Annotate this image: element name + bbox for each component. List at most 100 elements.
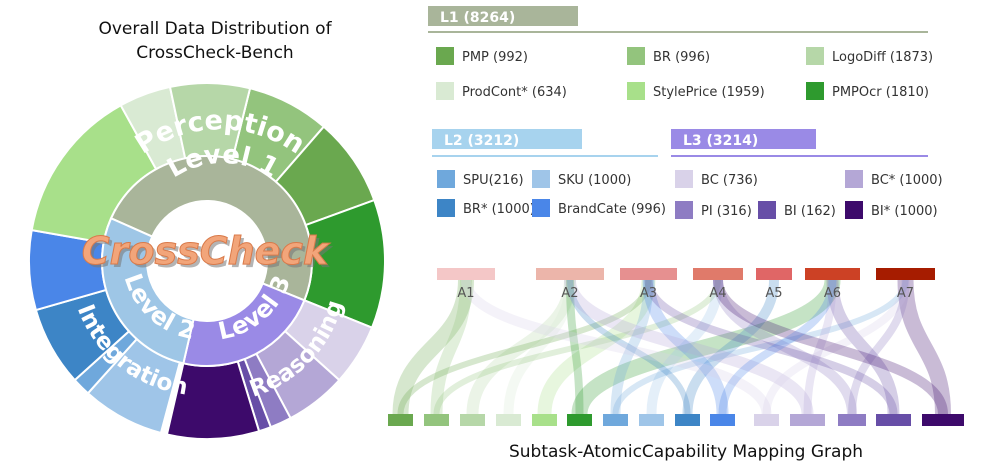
capability-node	[693, 268, 743, 280]
figure-title-line2: CrossCheck-Bench	[136, 43, 293, 63]
legend-swatch	[675, 170, 693, 188]
mapping-flow	[392, 279, 474, 415]
capability-label: A2	[561, 286, 578, 301]
legend-swatch	[845, 170, 863, 188]
subtask-node	[838, 414, 866, 426]
segment-level1	[109, 155, 313, 302]
legend-swatch	[437, 170, 455, 188]
figure-title-line1: Overall Data Distribution of	[98, 19, 332, 39]
mapping-flow	[571, 278, 841, 416]
mapping-flow	[713, 279, 857, 415]
capability-node	[805, 268, 860, 280]
subtask-node	[567, 414, 592, 426]
capability-node	[756, 268, 792, 280]
capability-node	[536, 268, 604, 280]
mapping-flow	[537, 279, 656, 415]
sunburst-outer-ring	[28, 82, 386, 440]
subtask-node	[675, 414, 700, 426]
legend-header-l2: L2 (3212)	[444, 133, 519, 149]
mapping-flow	[762, 279, 910, 415]
subtask-node	[754, 414, 779, 426]
subtask-node	[710, 414, 735, 426]
legend-group-l3: L3 (3214)	[671, 129, 928, 157]
subtask-node	[922, 414, 964, 426]
mapping-flow	[713, 279, 948, 415]
legend-swatch	[845, 201, 863, 219]
legend-items-l2: SPU(216) SKU (1000) BR* (1000) BrandCate (9…	[437, 170, 666, 217]
legend-item-label: BI (162)	[784, 204, 836, 219]
legend-item-label: LogoDiff (1873)	[832, 50, 933, 65]
mapping-flow	[682, 279, 779, 415]
legend-item-label: PI (316)	[701, 204, 752, 219]
mapping-flow	[503, 279, 575, 415]
legend-item-label: BC* (1000)	[871, 173, 943, 188]
segment-level2	[101, 216, 195, 365]
capability-label: A6	[824, 286, 841, 301]
capability-label: A7	[897, 286, 914, 301]
mapping-flow	[848, 279, 910, 415]
sankey-subtask-nodes	[388, 414, 964, 426]
subtask-node	[460, 414, 485, 426]
legend-header-l1-box	[428, 6, 578, 26]
legend-item-label: BR (996)	[653, 50, 710, 65]
capability-node	[876, 268, 935, 280]
capability-node	[620, 268, 677, 280]
legend-swatch	[436, 47, 454, 65]
sunburst-inner-ring	[101, 155, 313, 367]
mapping-flow	[897, 279, 951, 415]
subtask-node	[532, 414, 557, 426]
legend-swatch	[532, 170, 550, 188]
subtask-node	[639, 414, 664, 426]
sankey-title: Subtask-AtomicCapability Mapping Graph	[509, 442, 863, 462]
capability-label: A4	[709, 286, 726, 301]
mapping-flow	[612, 279, 909, 415]
subtask-node	[603, 414, 628, 426]
mapping-flow	[433, 279, 721, 415]
mapping-flow	[803, 279, 837, 415]
center-title-shadow: CrossCheck	[85, 232, 334, 276]
legend-header-l3: L3 (3214)	[683, 133, 758, 149]
legend-item-label: SKU (1000)	[558, 173, 631, 188]
mapping-flow	[397, 279, 652, 415]
subtask-node	[876, 414, 911, 426]
sankey-flows	[392, 278, 951, 416]
legend-header-l3-box	[671, 129, 816, 149]
mapping-flow	[567, 279, 691, 415]
sankey-capability-nodes: A1 A2 A3 A4 A5 A6 A7	[437, 268, 935, 301]
mapping-flow	[430, 279, 472, 415]
legend-group-l1: L1 (8264)	[428, 6, 928, 33]
capability-label: A5	[765, 286, 782, 301]
mapping-flow	[566, 279, 584, 415]
mapping-flow	[646, 279, 723, 415]
subtask-node	[424, 414, 449, 426]
mapping-flow	[564, 279, 814, 415]
mapping-flow	[644, 279, 898, 415]
mapping-flow	[466, 279, 576, 415]
legend-swatch	[532, 199, 550, 217]
capability-label: A1	[457, 286, 474, 301]
legend-swatch	[806, 47, 824, 65]
legend-swatch	[806, 82, 824, 100]
legend-item-label: BrandCate (996)	[558, 202, 666, 217]
capability-node	[437, 268, 495, 280]
center-title: CrossCheck	[82, 229, 331, 273]
legend-item-label: PMPOcr (1810)	[832, 85, 929, 100]
legend-swatch	[627, 82, 645, 100]
legend-swatch	[436, 82, 454, 100]
legend-item-label: BI* (1000)	[871, 204, 938, 219]
legend-header-l1: L1 (8264)	[440, 10, 515, 26]
legend-swatch	[675, 201, 693, 219]
mapping-flow	[642, 279, 729, 415]
legend-items-l1: PMP (992) BR (996) LogoDiff (1873) ProdCont…	[436, 47, 933, 100]
legend-header-l2-box	[432, 129, 582, 149]
mapping-flow	[826, 279, 900, 415]
legend-swatch	[437, 199, 455, 217]
legend-item-label: SPU(216)	[463, 173, 524, 188]
legend-swatch	[627, 47, 645, 65]
legend-swatch	[758, 201, 776, 219]
legend-item-label: PMP (992)	[462, 50, 528, 65]
legend-items-l3: BC (736) BC* (1000) PI (316) BI (162) BI* (1…	[675, 170, 943, 219]
subtask-node	[496, 414, 521, 426]
mapping-flow	[610, 279, 654, 415]
